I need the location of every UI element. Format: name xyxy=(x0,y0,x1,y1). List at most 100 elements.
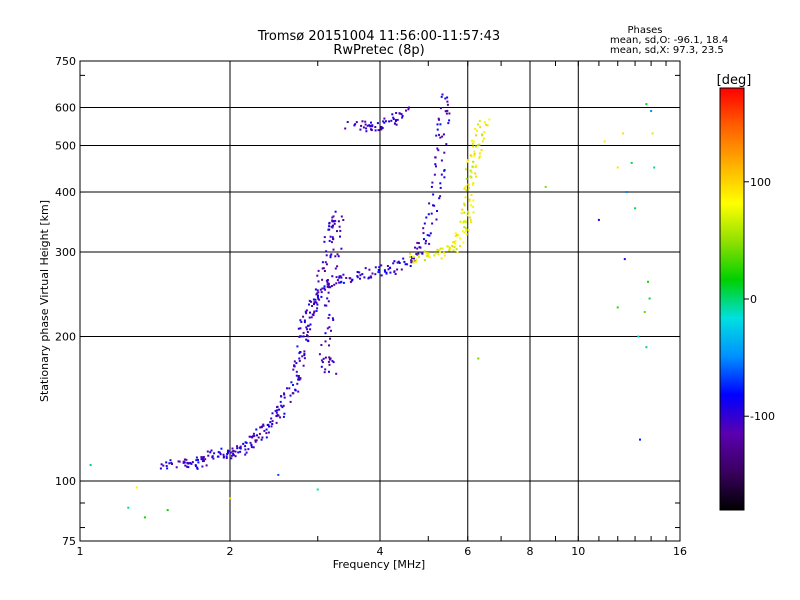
data-point xyxy=(316,303,319,306)
data-point xyxy=(162,464,165,467)
data-point xyxy=(293,364,296,367)
data-point xyxy=(386,265,389,267)
data-point xyxy=(434,156,437,159)
data-point xyxy=(186,465,188,468)
data-point xyxy=(427,252,430,255)
data-point xyxy=(313,311,316,314)
data-point xyxy=(327,317,330,319)
data-point xyxy=(452,245,455,248)
data-point xyxy=(244,448,247,451)
data-point xyxy=(475,134,478,137)
data-point xyxy=(336,265,339,268)
data-point xyxy=(217,455,220,458)
data-point xyxy=(368,276,371,279)
data-point xyxy=(327,360,330,363)
data-point xyxy=(219,453,222,456)
data-point xyxy=(446,245,449,248)
data-point xyxy=(332,248,335,251)
data-point xyxy=(446,103,449,106)
data-point xyxy=(454,232,457,235)
data-point xyxy=(200,456,203,459)
data-point xyxy=(232,454,235,457)
data-point xyxy=(472,205,475,208)
data-point xyxy=(436,210,438,212)
data-point xyxy=(362,126,365,129)
data-point xyxy=(464,227,467,230)
data-point xyxy=(622,132,625,135)
data-point xyxy=(175,466,178,469)
data-point xyxy=(478,120,481,122)
data-point xyxy=(377,271,380,274)
data-point xyxy=(415,260,418,263)
data-point xyxy=(303,321,306,324)
data-point xyxy=(413,259,416,262)
data-point xyxy=(437,117,440,120)
data-point xyxy=(439,250,442,253)
stats-line-o: mean, sd,O: -96.1, 18.4 xyxy=(610,35,728,46)
data-point xyxy=(653,166,656,169)
data-point xyxy=(289,400,292,403)
data-point xyxy=(463,202,466,205)
data-point xyxy=(303,352,306,355)
data-point xyxy=(360,124,363,127)
data-point xyxy=(308,299,311,302)
stats-heading: Phases xyxy=(627,25,662,36)
data-point xyxy=(481,134,484,137)
data-point xyxy=(299,335,302,338)
data-point xyxy=(393,270,396,273)
data-point xyxy=(378,266,381,269)
data-point xyxy=(160,463,163,466)
data-point xyxy=(418,256,420,258)
data-point xyxy=(408,106,411,109)
data-point xyxy=(195,459,198,462)
data-point xyxy=(177,460,180,463)
data-point xyxy=(454,240,457,243)
data-point xyxy=(383,121,386,124)
data-point xyxy=(464,168,467,171)
data-point xyxy=(423,259,426,262)
data-point xyxy=(227,449,229,452)
data-point xyxy=(328,286,330,289)
data-point xyxy=(459,220,462,223)
data-point xyxy=(242,442,245,445)
data-point xyxy=(327,291,330,294)
data-point xyxy=(184,464,187,467)
data-point xyxy=(332,215,335,218)
data-point xyxy=(325,250,328,253)
data-point xyxy=(334,219,337,222)
data-point xyxy=(371,124,374,127)
data-point xyxy=(165,465,168,467)
data-point xyxy=(316,289,319,292)
data-point xyxy=(364,123,367,126)
data-point xyxy=(259,426,262,429)
data-point xyxy=(472,183,475,186)
data-point xyxy=(454,235,457,238)
data-point xyxy=(637,335,640,338)
data-point xyxy=(421,252,424,255)
data-point xyxy=(469,219,472,221)
data-point xyxy=(265,436,268,439)
data-point xyxy=(297,327,300,330)
data-point xyxy=(377,129,380,132)
data-point xyxy=(252,446,255,449)
data-point xyxy=(182,460,185,463)
data-point xyxy=(332,319,335,321)
data-point xyxy=(328,225,331,228)
data-point xyxy=(323,304,326,307)
data-point xyxy=(475,175,477,178)
data-point xyxy=(320,344,323,346)
data-point xyxy=(323,236,326,239)
data-point xyxy=(452,241,455,244)
data-point xyxy=(326,327,329,330)
data-point xyxy=(302,315,305,318)
data-point xyxy=(190,462,193,465)
plot-area: 1 2 4 6 8 10 16 75 100 200 300 400 500 600 750 xyxy=(55,55,687,558)
data-point xyxy=(389,266,391,269)
data-point xyxy=(430,212,433,215)
data-point xyxy=(311,313,314,316)
data-point xyxy=(303,357,306,360)
data-point xyxy=(453,241,456,243)
data-point xyxy=(297,390,300,393)
data-point xyxy=(322,357,325,360)
